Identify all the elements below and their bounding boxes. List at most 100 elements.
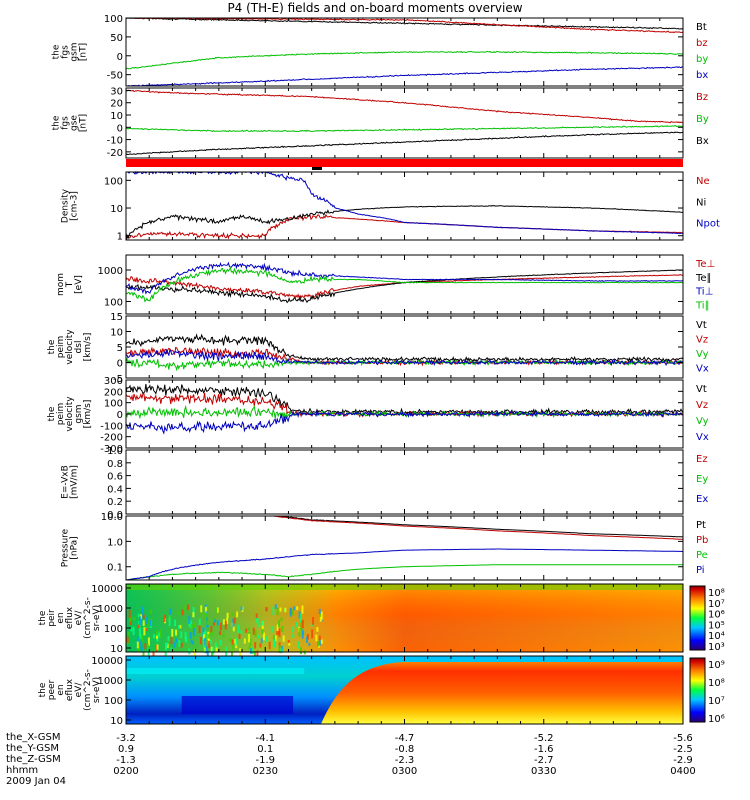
electron-spectrogram-band: [126, 668, 305, 674]
ion-spectrogram-cell: [232, 626, 235, 632]
y-axis-label: fgs: [61, 45, 71, 59]
ion-spectrogram-cell: [295, 622, 298, 628]
ion-spectrogram-cell: [258, 622, 261, 628]
ion-spectrogram-cell: [301, 634, 304, 639]
y-tick-label: 100: [104, 624, 123, 635]
y-axis-label: fgs: [61, 116, 71, 130]
y-axis-label: the: [52, 115, 62, 130]
legend-label-velocity_dsl-1: Vz: [696, 335, 708, 346]
legend-label-fgs_gsm-3: bx: [696, 70, 708, 81]
ion-spectrogram-cell: [268, 641, 271, 650]
ion-spectrogram-cell: [212, 646, 215, 655]
ion-spectrogram-cell: [288, 642, 291, 646]
ion-spectrogram-cell: [210, 646, 213, 652]
ion-spectrogram-cell: [212, 622, 215, 626]
ion-spectrogram-cell: [276, 607, 279, 616]
ion-spectrogram-cell: [192, 641, 195, 645]
ion-spectrogram-cell: [147, 651, 150, 656]
legend-label-fgs_gse-0: Bz: [696, 92, 708, 103]
legend-label-pressure-2: Pe: [696, 550, 708, 561]
y-tick-label: 0.2: [107, 497, 123, 508]
x-axis-value: -4.7: [395, 733, 415, 744]
ion-spectrogram-cell: [209, 639, 212, 645]
ion-spectrogram-cell: [298, 627, 301, 637]
ion-spectrogram-cell: [284, 607, 287, 613]
ion-spectrogram-cell: [147, 647, 150, 653]
legend-label-velocity_gsm-1: Vz: [696, 400, 708, 411]
ion-spectrogram-cell: [193, 649, 196, 657]
y-axis-label: eflux: [65, 678, 75, 701]
ion-spectrogram-cell: [166, 642, 169, 646]
y-axis-label: (cm^2-s-: [83, 669, 93, 711]
ion-spectrogram-cell: [149, 619, 152, 627]
x-axis-value: 0230: [253, 766, 278, 777]
x-axis-value: 0300: [392, 766, 417, 777]
y-axis-label: Pressure: [61, 528, 71, 567]
y-axis-label: mom: [56, 273, 66, 296]
ion-spectrogram-cell: [152, 634, 155, 639]
ion-spectrogram-cell: [211, 631, 214, 636]
legend-label-temperature-1: Te∥: [695, 273, 712, 284]
colorbar-tick-label: 10⁷: [708, 599, 725, 610]
y-tick-label: 10000: [91, 656, 123, 667]
ion-spectrogram-cell: [320, 639, 323, 644]
y-axis-label: peer: [47, 679, 57, 700]
ion-spectrogram-cell: [149, 609, 152, 614]
ion-spectrogram-cell: [311, 629, 314, 639]
ion-spectrogram-cell: [142, 614, 145, 619]
panel-frame-temperature: [125, 254, 684, 315]
ion-spectrogram-cell: [200, 605, 203, 613]
ion-spectrogram-cell: [299, 613, 302, 623]
x-axis-value: 0200: [113, 766, 138, 777]
ion-spectrogram-cell: [203, 637, 206, 647]
y-tick-label: 1000: [98, 676, 123, 687]
ion-spectrogram-cell: [147, 637, 150, 646]
series-line-fgs_gsm-2: [125, 50, 684, 70]
ion-spectrogram-cell: [273, 639, 276, 648]
ion-spectrogram-cell: [216, 607, 219, 613]
y-tick-label: 0: [117, 123, 123, 134]
ion-spectrogram-cell: [278, 645, 281, 653]
ion-spectrogram-cell: [214, 642, 217, 648]
y-tick-label: 30: [110, 86, 123, 97]
x-axis-value: 0330: [531, 766, 556, 777]
x-label-row-3: the_Z-GSM: [6, 754, 61, 765]
electron-spectrogram-dark: [181, 696, 294, 714]
ion-spectrogram-cell: [132, 626, 135, 636]
ion-spectrogram-cell: [130, 627, 133, 632]
ion-spectrogram-cell: [298, 611, 301, 619]
y-tick-label: 1000: [98, 604, 123, 615]
legend-label-efield-2: Ex: [696, 494, 708, 505]
ion-spectrogram-cell: [128, 609, 131, 618]
ion-spectrogram-cell: [272, 635, 275, 641]
ion-spectrogram-cell: [202, 611, 205, 616]
y-axis-label: [km/s]: [83, 400, 93, 429]
ion-spectrogram-cell: [248, 646, 251, 650]
ion-spectrogram-cell: [235, 638, 238, 646]
colorbar-tick-label: 10⁸: [708, 678, 725, 689]
ion-spectrogram-cell: [299, 647, 302, 655]
series-line-density-2: [126, 170, 684, 235]
ion-spectrogram-cell: [222, 633, 225, 638]
ion-spectrogram-cell: [210, 626, 213, 633]
ion-spectrogram-cell: [146, 616, 149, 624]
legend-label-fgs_gse-1: By: [696, 114, 709, 125]
ion-spectrogram-cell: [156, 644, 159, 650]
ion-spectrogram-cell: [214, 619, 217, 623]
ion-spectrogram-cell: [173, 641, 176, 648]
ion-spectrogram-cell: [129, 616, 132, 622]
ion-spectrogram-cell: [259, 643, 262, 648]
ion-spectrogram-cell: [265, 607, 268, 612]
ion-spectrogram-cell: [192, 612, 195, 618]
ion-spectrogram-cell: [279, 607, 282, 612]
series-line-pressure-2: [125, 564, 683, 581]
x-axis-value: 0400: [670, 766, 695, 777]
legend-label-efield-1: Ey: [696, 474, 708, 485]
ion-spectrogram-cell: [272, 606, 275, 616]
x-label-row-4: hhmm: [6, 765, 39, 776]
ion-spectrogram-cell: [281, 625, 284, 633]
ion-spectrogram-cell: [318, 609, 321, 614]
ion-spectrogram-cell: [219, 622, 222, 631]
date-label: 2009 Jan 04: [6, 776, 66, 787]
x-axis-value: -2.9: [673, 755, 693, 766]
